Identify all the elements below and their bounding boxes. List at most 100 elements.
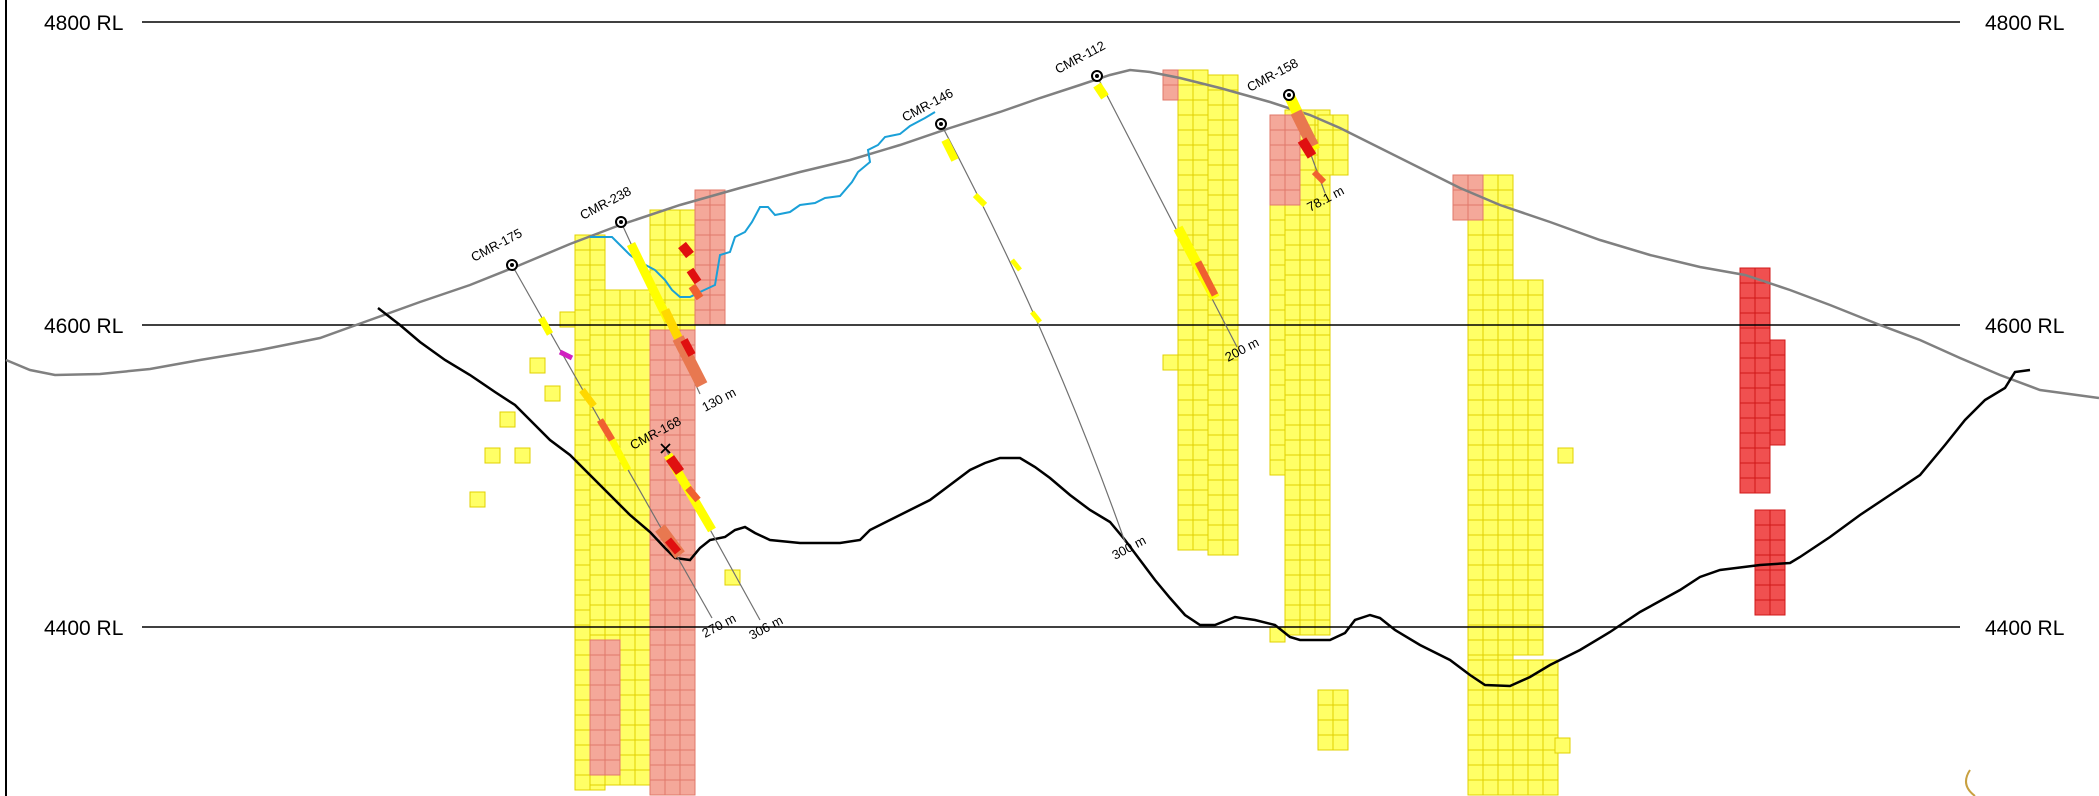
block-cell	[1527, 734, 1544, 751]
block-cell	[1739, 282, 1756, 299]
block-cell	[1177, 474, 1194, 491]
block-cell	[604, 639, 621, 656]
block-cell	[679, 764, 696, 781]
block-cell	[589, 289, 606, 306]
block-cell	[679, 644, 696, 661]
block-cell	[664, 644, 681, 661]
interval-cmr-238-d	[680, 338, 696, 357]
block-cell	[1299, 394, 1316, 411]
block-cell	[1222, 479, 1239, 496]
block-cell	[1284, 454, 1301, 471]
block-cell	[1192, 504, 1209, 521]
block-cell	[1314, 379, 1331, 396]
block-cell	[664, 569, 681, 586]
block-cell	[1482, 779, 1499, 796]
interval-cmr-158-b	[1290, 109, 1319, 149]
block-cell	[604, 319, 621, 336]
block-cell	[1527, 444, 1544, 461]
block-cell	[1177, 264, 1194, 281]
block-cell	[1177, 354, 1194, 371]
block-cell	[574, 444, 591, 461]
block-cell	[1192, 144, 1209, 161]
block-cell	[1284, 394, 1301, 411]
block-cell	[1192, 174, 1209, 191]
block-cell	[544, 385, 561, 402]
block-cell	[589, 654, 606, 671]
block-cell	[1269, 354, 1286, 371]
block-cell	[664, 629, 681, 646]
block-cell	[1542, 689, 1559, 706]
block-cell	[1467, 414, 1484, 431]
block-cell	[1222, 539, 1239, 556]
block-cell	[634, 694, 651, 711]
block-cell	[1222, 194, 1239, 211]
block-cell	[679, 569, 696, 586]
interval-cmr-146-d	[1030, 310, 1042, 324]
block-cell	[1497, 339, 1514, 356]
block-cell	[619, 739, 636, 756]
block-cell	[1284, 574, 1301, 591]
block-cell	[1769, 339, 1786, 356]
block-cell	[1482, 504, 1499, 521]
block-cell	[1299, 559, 1316, 576]
block-cell	[1482, 519, 1499, 536]
block-cell	[1527, 489, 1544, 506]
block-cell	[1284, 289, 1301, 306]
block-cell	[1314, 259, 1331, 276]
block-cell	[1754, 477, 1771, 494]
block-cell	[1512, 279, 1529, 296]
block-cell	[1299, 544, 1316, 561]
block-cell	[1207, 464, 1224, 481]
hole-label-cmr-238: CMR-238	[577, 183, 633, 222]
block-cell	[1162, 354, 1179, 371]
trace-cmr-112	[1096, 75, 1238, 348]
block-cell	[619, 664, 636, 681]
block-cell	[1754, 447, 1771, 464]
block-cell	[1482, 549, 1499, 566]
block-cell	[1299, 484, 1316, 501]
block-cell	[1497, 734, 1514, 751]
block-cell	[649, 584, 666, 601]
collar-dot-cmr-238	[619, 220, 623, 224]
block-cell	[1314, 409, 1331, 426]
block-cell	[619, 754, 636, 771]
block-cell	[1512, 639, 1529, 656]
block-cell	[1222, 134, 1239, 151]
block-cell	[1467, 489, 1484, 506]
block-cell	[1222, 494, 1239, 511]
block-cell	[1497, 429, 1514, 446]
block-cell	[1467, 764, 1484, 781]
block-cell	[1222, 269, 1239, 286]
block-cell	[1482, 719, 1499, 736]
block-cell	[1482, 234, 1499, 251]
block-cell	[1542, 764, 1559, 781]
block-cell	[619, 304, 636, 321]
block-cell	[1284, 514, 1301, 531]
block-cell	[589, 514, 606, 531]
block-cell	[1269, 189, 1286, 206]
block-cell	[499, 411, 516, 428]
block-cell	[1512, 324, 1529, 341]
block-cell	[1482, 564, 1499, 581]
block-cell	[574, 639, 591, 656]
block-cell	[589, 574, 606, 591]
block-cell	[1467, 719, 1484, 736]
block-cell	[664, 779, 681, 796]
block-model-mid-grade	[589, 69, 1484, 796]
block-cell	[1299, 319, 1316, 336]
block-cell	[1512, 414, 1529, 431]
block-cell	[679, 524, 696, 541]
block-cell	[619, 589, 636, 606]
block-cell	[1482, 279, 1499, 296]
block-cell	[574, 474, 591, 491]
block-cell	[1482, 294, 1499, 311]
block-cell	[604, 409, 621, 426]
block-cell	[1527, 719, 1544, 736]
block-cell	[1314, 364, 1331, 381]
block-cell	[1754, 402, 1771, 419]
block-cell	[1467, 354, 1484, 371]
block-cell	[1467, 174, 1484, 191]
block-cell	[1497, 489, 1514, 506]
block-cell	[1192, 354, 1209, 371]
block-cell	[1754, 372, 1771, 389]
